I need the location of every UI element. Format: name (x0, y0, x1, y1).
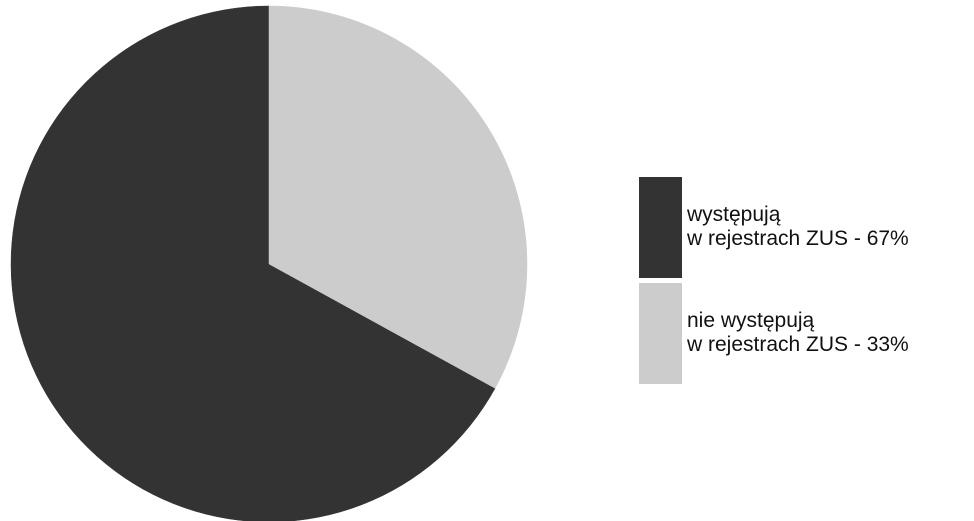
legend-swatch-nie-wystepuja (639, 283, 682, 384)
pie-slice-wystepuja (10, 5, 496, 521)
pie-slice-nie-wystepuja (268, 5, 528, 389)
legend-label-wystepuja-line2: w rejestrach ZUS - 67% (687, 227, 909, 250)
legend-label-wystepuja: występują w rejestrach ZUS - 67% (687, 203, 909, 251)
legend-swatch-wystepuja (639, 177, 682, 278)
legend-label-nie-wystepuja-line1: nie występują (687, 309, 815, 332)
legend-label-wystepuja-line1: występują (687, 203, 781, 226)
legend-label-nie-wystepuja: nie występują w rejestrach ZUS - 33% (687, 309, 909, 357)
legend-label-nie-wystepuja-line2: w rejestrach ZUS - 33% (687, 333, 909, 356)
